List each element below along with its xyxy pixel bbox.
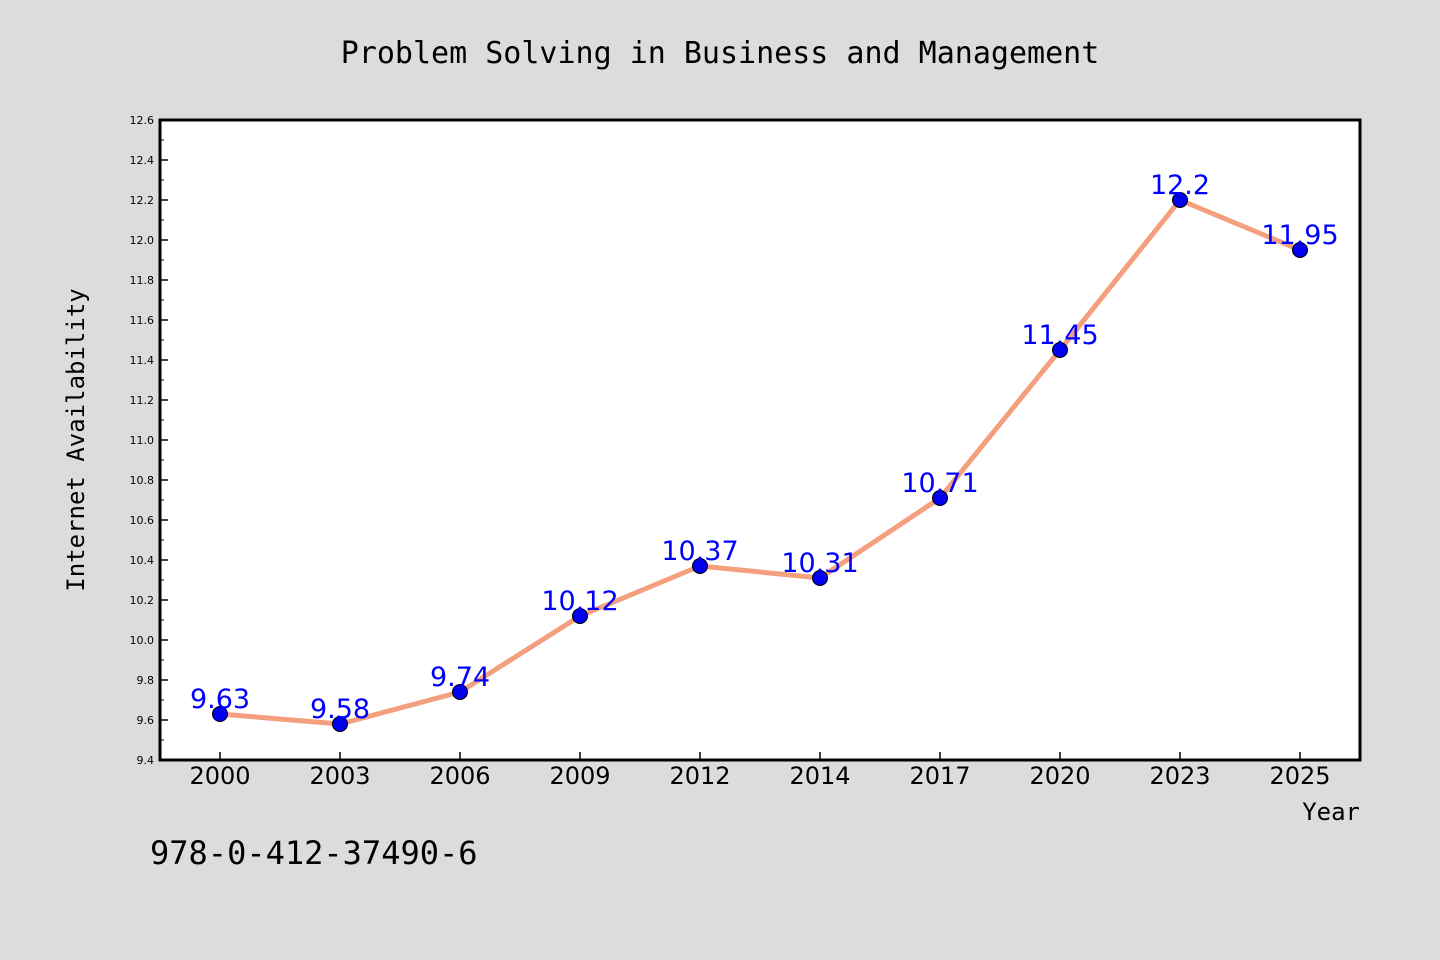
chart-title: Problem Solving in Business and Manageme… <box>341 36 1100 71</box>
y-tick-label: 10.2 <box>130 594 155 607</box>
y-tick-label: 11.4 <box>130 354 155 367</box>
x-tick-label: 2003 <box>309 762 370 790</box>
data-point-label: 11.95 <box>1261 220 1338 251</box>
data-point-label: 12.2 <box>1150 170 1210 201</box>
data-point-marker <box>572 608 588 624</box>
data-point-marker <box>212 706 228 722</box>
x-tick-label: 2017 <box>909 762 970 790</box>
data-labels: 9.63 9.58 9.74 10.12 10.37 10.31 10.71 11.45 12.… <box>190 170 1339 725</box>
x-tick-label: 2014 <box>789 762 850 790</box>
data-point-label: 10.12 <box>541 586 618 617</box>
plot-area <box>158 118 1362 762</box>
data-point-label: 9.58 <box>310 694 370 725</box>
data-point-label: 10.37 <box>661 536 738 567</box>
x-tick-label: 2006 <box>429 762 490 790</box>
y-tick-label: 10.4 <box>130 554 155 567</box>
data-point-label: 9.74 <box>430 662 490 693</box>
y-tick-label: 11.0 <box>130 434 155 447</box>
x-tick-label: 2000 <box>189 762 250 790</box>
y-tick-label: 12.0 <box>130 234 155 247</box>
data-point-marker <box>932 490 948 506</box>
y-tick-label: 11.8 <box>130 274 155 287</box>
x-tick-label: 2025 <box>1269 762 1330 790</box>
y-tick-label: 10.6 <box>130 514 155 527</box>
x-tick-label: 2020 <box>1029 762 1090 790</box>
data-point-marker <box>812 570 828 586</box>
x-axis-label: Year <box>1302 798 1360 826</box>
y-tick-label: 10.0 <box>130 634 155 647</box>
data-point-label: 11.45 <box>1021 320 1098 351</box>
data-point-marker <box>692 558 708 574</box>
data-point-label: 10.31 <box>781 548 858 579</box>
y-tick-label: 9.4 <box>137 754 155 767</box>
y-tick-label: 9.6 <box>137 714 155 727</box>
data-point-marker <box>1172 192 1188 208</box>
y-tick-label: 12.6 <box>130 114 155 127</box>
data-series <box>212 192 1308 732</box>
data-point-marker <box>332 716 348 732</box>
isbn-footer: 978-0-412-37490-6 <box>150 834 478 872</box>
y-tick-label: 12.2 <box>130 194 155 207</box>
data-point-marker <box>1052 342 1068 358</box>
y-axis-label: Internet Availability <box>62 288 90 591</box>
x-tick-label: 2012 <box>669 762 730 790</box>
y-tick-label: 11.2 <box>130 394 155 407</box>
y-tick-label: 12.4 <box>130 154 155 167</box>
data-point-marker <box>1292 242 1308 258</box>
data-point-marker <box>452 684 468 700</box>
y-tick-label: 9.8 <box>137 674 155 687</box>
y-tick-label: 10.8 <box>130 474 155 487</box>
data-point-label: 10.71 <box>901 468 978 499</box>
series-line <box>217 197 1303 727</box>
x-tick-label: 2023 <box>1149 762 1210 790</box>
x-tick-label: 2009 <box>549 762 610 790</box>
data-point-label: 9.63 <box>190 684 250 715</box>
y-tick-label: 11.6 <box>130 314 155 327</box>
y-axis-ticks: 9.4 9.6 9.8 10.0 10.2 10.4 10.6 10.8 11.0 11.2 11.… <box>130 114 168 767</box>
x-axis-ticks: 2000 2003 2006 2009 2012 2014 2017 2020 2023 2025 <box>189 752 1331 790</box>
